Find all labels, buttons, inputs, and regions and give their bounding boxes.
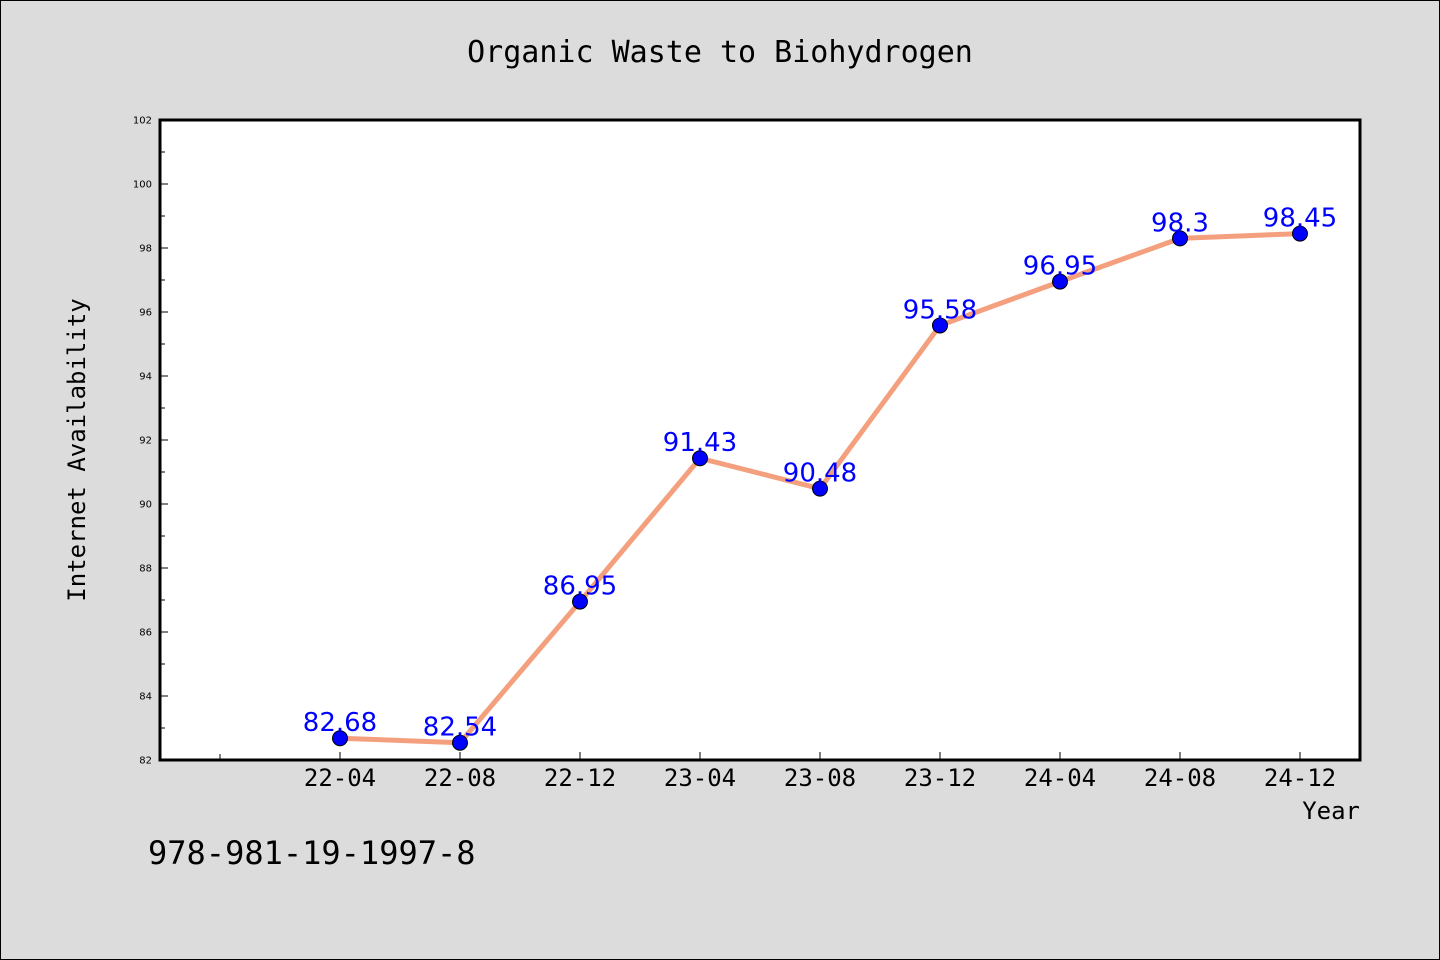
x-tick-label: 22-08 (424, 764, 496, 792)
x-tick-label: 23-08 (784, 764, 856, 792)
data-point (572, 593, 588, 610)
y-tick-label: 96 (139, 308, 152, 319)
x-tick-label: 24-12 (1264, 764, 1336, 792)
data-point (1292, 225, 1308, 242)
x-axis-label: Year (1302, 797, 1360, 825)
data-point (452, 734, 468, 751)
y-tick-label: 82 (139, 756, 152, 767)
data-point (1052, 273, 1068, 290)
data-label: 82.68 (303, 708, 377, 738)
x-axis: 22-04 22-08 22-12 23-04 23-08 23-12 24-04 24-08… (219, 752, 1336, 792)
x-tick-label: 22-04 (304, 764, 376, 792)
data-label: 98.3 (1151, 208, 1209, 238)
chart-title: Organic Waste to Biohydrogen (467, 35, 973, 70)
x-tick-label: 23-12 (904, 764, 976, 792)
data-label: 95.58 (903, 295, 977, 325)
data-label: 86.95 (543, 572, 617, 602)
x-tick-label: 24-08 (1144, 764, 1216, 792)
y-tick-label: 88 (139, 564, 152, 575)
x-tick-label: 23-04 (664, 764, 736, 792)
data-points (332, 225, 1308, 751)
y-tick-label: 94 (139, 372, 152, 383)
data-label: 91.43 (663, 428, 737, 458)
data-point (332, 730, 348, 747)
data-label: 82.54 (423, 713, 497, 743)
data-point (812, 480, 828, 497)
data-point (1172, 230, 1188, 247)
x-tick-label: 22-12 (544, 764, 616, 792)
y-tick-label: 98 (139, 244, 152, 255)
y-tick-label: 100 (133, 180, 152, 191)
y-tick-label: 102 (133, 116, 152, 127)
y-tick-label: 90 (139, 500, 152, 511)
data-point (692, 450, 708, 467)
data-label: 98.45 (1263, 204, 1337, 234)
plot-area (160, 120, 1360, 760)
footnote-text: 978-981-19-1997-8 (148, 834, 476, 872)
y-tick-label: 86 (139, 628, 152, 639)
y-axis-label: Internet Availability (63, 298, 91, 601)
plot-border (158, 118, 1362, 762)
data-label: 96.95 (1023, 252, 1097, 282)
y-tick-label: 84 (139, 692, 152, 703)
y-tick-label: 92 (139, 436, 152, 447)
data-point (932, 317, 948, 334)
data-label: 90.48 (783, 459, 857, 489)
x-tick-label: 24-04 (1024, 764, 1096, 792)
data-labels: 82.68 82.54 86.95 91.43 90.48 95.58 96.95 98.3 9… (303, 204, 1337, 743)
